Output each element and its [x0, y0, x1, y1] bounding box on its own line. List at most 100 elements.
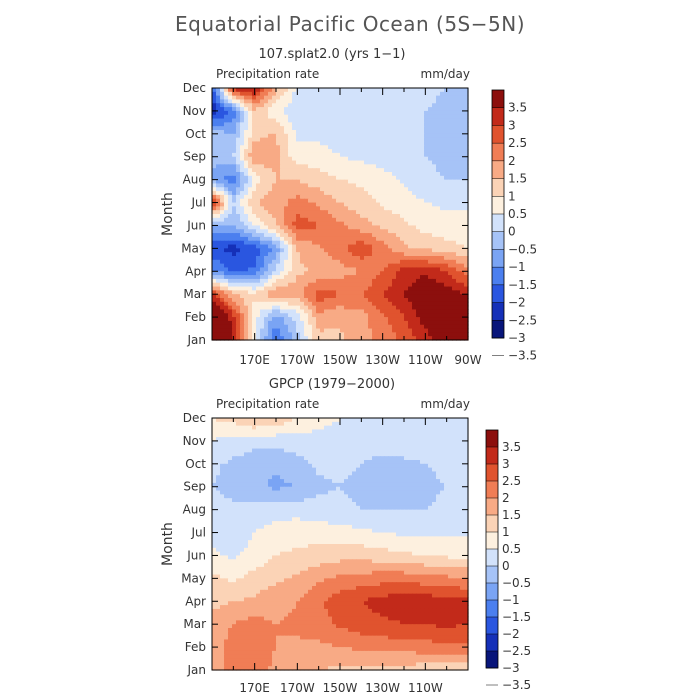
heatmap-cell: [428, 290, 433, 295]
heatmap-cell: [232, 183, 237, 188]
heatmap-cell: [432, 328, 437, 333]
heatmap-cell: [352, 137, 357, 143]
heatmap-cell: [412, 452, 417, 457]
heatmap-cell: [416, 290, 421, 295]
heatmap-cell: [252, 126, 257, 131]
colorbar-label: 2.5: [508, 136, 527, 150]
heatmap-cell: [396, 130, 401, 135]
heatmap-cell: [272, 440, 277, 446]
heatmap-cell: [452, 187, 457, 192]
heatmap-cell: [280, 244, 285, 249]
heatmap-cell: [312, 95, 317, 101]
heatmap-cell: [420, 298, 425, 303]
heatmap-cell: [392, 278, 397, 284]
heatmap-cell: [420, 332, 425, 337]
heatmap-cell: [260, 194, 265, 200]
heatmap-cell: [372, 433, 377, 438]
heatmap-cell: [432, 191, 437, 196]
heatmap-cell: [384, 103, 389, 108]
heatmap-cell: [444, 172, 449, 177]
heatmap-cell: [348, 263, 353, 269]
heatmap-cell: [384, 214, 389, 219]
heatmap-cell: [408, 240, 413, 246]
heatmap-cell: [428, 202, 433, 207]
heatmap-cell: [416, 152, 421, 158]
heatmap-cell: [248, 99, 253, 104]
heatmap-cell: [264, 164, 269, 169]
heatmap-cell: [448, 168, 453, 173]
heatmap-cell: [256, 429, 261, 434]
heatmap-cell: [392, 202, 397, 207]
heatmap-cell: [384, 172, 389, 177]
heatmap-cell: [268, 118, 273, 123]
heatmap-cell: [260, 168, 265, 173]
heatmap-cell: [292, 122, 297, 127]
heatmap-cell: [284, 452, 289, 457]
heatmap-cell: [336, 418, 341, 423]
heatmap-cell: [368, 437, 373, 442]
heatmap-cell: [240, 133, 245, 139]
heatmap-cell: [408, 149, 413, 154]
heatmap-cell: [236, 214, 241, 219]
heatmap-cell: [264, 305, 269, 311]
heatmap-cell: [344, 317, 349, 322]
heatmap-cell: [464, 118, 469, 123]
heatmap-cell: [360, 168, 365, 173]
heatmap-cell: [360, 149, 365, 154]
heatmap-cell: [304, 210, 309, 215]
heatmap-cell: [316, 278, 321, 284]
heatmap-cell: [412, 168, 417, 173]
heatmap-cell: [352, 126, 357, 131]
heatmap-cell: [380, 290, 385, 295]
heatmap-cell: [256, 301, 261, 307]
heatmap-cell: [436, 152, 441, 158]
heatmap-cell: [348, 229, 353, 234]
heatmap-cell: [300, 233, 305, 238]
heatmap-cell: [284, 309, 289, 314]
heatmap-cell: [392, 282, 397, 288]
heatmap-cell: [432, 305, 437, 311]
heatmap-cell: [228, 328, 233, 333]
heatmap-cell: [264, 206, 269, 211]
heatmap-cell: [368, 444, 373, 450]
heatmap-cell: [364, 440, 369, 446]
heatmap-cell: [216, 160, 221, 165]
heatmap-cell: [220, 313, 225, 318]
heatmap-cell: [252, 172, 257, 177]
heatmap-cell: [268, 332, 273, 337]
heatmap-cell: [356, 172, 361, 177]
heatmap-cell: [388, 133, 393, 139]
heatmap-cell: [464, 429, 469, 434]
heatmap-cell: [448, 99, 453, 104]
heatmap-cell: [440, 95, 445, 101]
heatmap-cell: [428, 332, 433, 337]
heatmap-cell: [404, 202, 409, 207]
heatmap-cell: [360, 118, 365, 123]
heatmap-cell: [324, 164, 329, 169]
heatmap-cell: [228, 290, 233, 295]
heatmap-cell: [408, 421, 413, 427]
heatmap-cell: [444, 126, 449, 131]
heatmap-cell: [364, 298, 369, 303]
heatmap-cell: [352, 305, 357, 311]
heatmap-cell: [228, 433, 233, 438]
heatmap-cell: [464, 444, 469, 450]
heatmap-cell: [416, 298, 421, 303]
heatmap-cell: [352, 418, 357, 423]
heatmap-cell: [388, 194, 393, 200]
heatmap-cell: [256, 107, 261, 112]
heatmap-cell: [272, 191, 277, 196]
heatmap-cell: [396, 248, 401, 253]
heatmap-cell: [228, 164, 233, 169]
heatmap-cell: [344, 152, 349, 158]
heatmap-cell: [236, 294, 241, 299]
heatmap-cell: [356, 236, 361, 242]
heatmap-cell: [240, 118, 245, 123]
heatmap-cell: [240, 267, 245, 272]
heatmap-cell: [284, 259, 289, 265]
heatmap-cell: [244, 332, 249, 337]
heatmap-cell: [372, 448, 377, 453]
heatmap-cell: [404, 440, 409, 446]
heatmap-cell: [228, 210, 233, 215]
heatmap-cell: [336, 294, 341, 299]
